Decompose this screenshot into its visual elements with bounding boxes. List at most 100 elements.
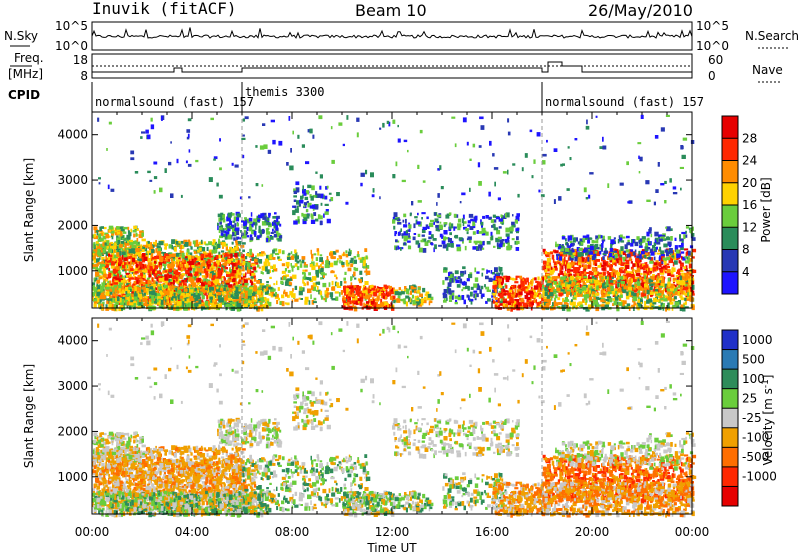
power-cell	[436, 221, 439, 223]
power-cell	[636, 273, 640, 276]
power-cell	[130, 259, 132, 264]
power-cell	[265, 298, 269, 300]
power-cell	[320, 291, 323, 296]
power-cell	[491, 219, 494, 223]
power-cell	[236, 294, 239, 299]
power-cell	[143, 279, 146, 281]
power-cell	[116, 226, 120, 230]
nave-tick-bottom: 0	[708, 69, 716, 83]
power-cell	[287, 257, 291, 260]
power-cell	[311, 196, 314, 201]
power-cell	[510, 227, 514, 232]
power-cell	[539, 289, 541, 292]
power-cell	[304, 202, 307, 205]
power-cell	[294, 191, 297, 194]
power-cell	[232, 242, 234, 245]
power-cell	[302, 279, 304, 284]
power-cell	[254, 231, 257, 235]
power-cell	[254, 276, 256, 278]
power-cell	[171, 239, 175, 244]
power-cell	[257, 220, 260, 222]
power-cell	[257, 290, 261, 295]
power-cell	[684, 248, 688, 250]
power-cell	[252, 300, 256, 302]
power-cell	[240, 263, 243, 265]
power-cell	[272, 216, 276, 219]
power-cell	[145, 268, 147, 271]
power-cell	[473, 291, 477, 293]
power-cell	[224, 228, 227, 230]
power-cell	[140, 281, 142, 283]
power-cell	[201, 240, 203, 244]
power-cell	[439, 225, 443, 230]
power-cell	[428, 240, 430, 243]
power-cell	[449, 227, 451, 229]
power-cell	[215, 283, 218, 285]
power-cell	[108, 268, 110, 271]
power-cell	[205, 255, 208, 257]
power-cell	[366, 271, 370, 275]
nsky-trace	[92, 28, 692, 50]
power-cell	[512, 290, 514, 294]
power-cell	[201, 271, 204, 274]
power-cell	[364, 271, 366, 273]
power-cell	[446, 247, 448, 251]
power-cell	[419, 294, 423, 298]
power-cell	[414, 216, 418, 218]
power-cell	[465, 270, 467, 274]
power-cell	[417, 213, 419, 216]
power-cell	[299, 200, 303, 204]
power-cell	[401, 291, 405, 294]
power-cell	[461, 289, 463, 291]
power-cell	[353, 288, 356, 290]
power-cell	[334, 261, 338, 266]
power-cell	[272, 229, 274, 232]
power-cell	[478, 244, 482, 248]
power-cell	[161, 300, 164, 305]
power-cell	[336, 282, 339, 285]
power-cell	[405, 219, 407, 224]
power-cell	[266, 222, 270, 225]
nsky-frame	[92, 22, 692, 50]
power-cell	[120, 275, 122, 278]
power-cell	[98, 234, 101, 238]
power-cell	[265, 301, 267, 305]
power-cell	[362, 257, 365, 260]
power-cell	[218, 283, 221, 286]
power-cell	[187, 263, 189, 265]
power-cell	[174, 247, 177, 252]
power-cell	[201, 283, 205, 287]
power-cell	[121, 229, 125, 231]
power-cell	[503, 299, 507, 301]
power-cell	[526, 289, 529, 292]
power-cell	[307, 281, 309, 285]
power-cell	[266, 281, 269, 283]
power-cell	[597, 265, 601, 268]
power-cell	[474, 268, 476, 273]
power-cell	[221, 233, 224, 236]
power-cell	[428, 226, 430, 229]
power-cell	[202, 275, 205, 278]
power-cell	[276, 218, 278, 222]
power-cell	[295, 259, 298, 262]
power-cell	[221, 250, 224, 252]
power-cell	[448, 238, 452, 242]
power-cell	[103, 249, 106, 254]
power-cell	[194, 303, 198, 307]
power-cell	[96, 263, 99, 266]
power-cell	[476, 271, 479, 273]
power-cell	[400, 228, 402, 232]
power-cell	[494, 267, 498, 272]
power-cell	[282, 250, 285, 254]
power-cell	[487, 287, 489, 292]
power-cell	[422, 235, 425, 237]
power-cell	[232, 296, 234, 299]
power-cell	[171, 261, 174, 266]
power-cell	[390, 296, 393, 300]
power-cell	[224, 255, 226, 258]
power-cell	[94, 259, 96, 263]
power-cell	[262, 285, 266, 287]
power-cell	[417, 298, 420, 300]
power-cell	[254, 259, 258, 262]
power-cell	[178, 295, 180, 300]
